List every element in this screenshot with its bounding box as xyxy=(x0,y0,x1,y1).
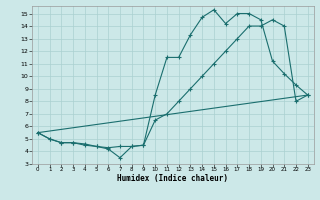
X-axis label: Humidex (Indice chaleur): Humidex (Indice chaleur) xyxy=(117,174,228,183)
